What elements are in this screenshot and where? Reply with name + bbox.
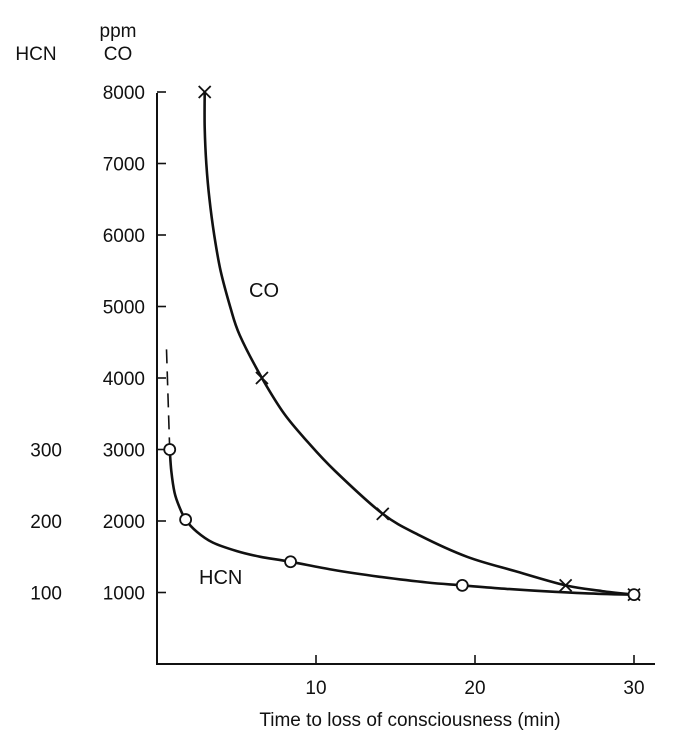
hcn-data-point [627,588,641,602]
y-tick-label-co: 3000 [103,441,145,462]
y-tick-label-co: 1000 [103,584,145,605]
markers-layer [163,85,641,602]
hcn-dashed-extension [165,349,171,450]
co-curve [203,90,636,596]
y-axis-co-header: CO [104,44,133,65]
x-axis-title: Time to loss of consciousness (min) [259,710,560,731]
y-axis-hcn-header: HCN [15,44,56,65]
y-tick-label-hcn: 200 [30,512,62,533]
hcn-curve [168,448,636,596]
co-data-point [198,85,212,99]
y-tick-label-co: 6000 [103,226,145,247]
hcn-data-point [455,578,469,592]
y-tick-label-co: 7000 [103,155,145,176]
y-tick-label-co: 5000 [103,298,145,319]
co-curve-label: CO [249,280,279,302]
ticks-layer: 1000 2000 3000 4000 5000 6000 7000 8000 100 200 30… [30,83,644,699]
co-data-point [255,371,269,385]
y-axis-unit-label: ppm [100,21,137,42]
y-tick-label-hcn: 300 [30,441,62,462]
x-tick-label: 20 [464,678,485,699]
x-tick-label: 30 [623,678,644,699]
y-tick-label-co: 4000 [103,369,145,390]
co-data-point [558,578,573,592]
hcn-data-point [179,513,193,526]
y-tick-label-hcn: 100 [30,584,62,605]
co-data-point [376,507,390,521]
hcn-data-point [284,555,297,569]
y-tick-label-co: 2000 [103,512,145,533]
hcn-data-point [163,443,177,456]
y-tick-label-co: 8000 [103,83,145,104]
curves-layer [165,90,636,596]
hcn-curve-label: HCN [199,567,242,589]
x-tick-label: 10 [305,678,326,699]
